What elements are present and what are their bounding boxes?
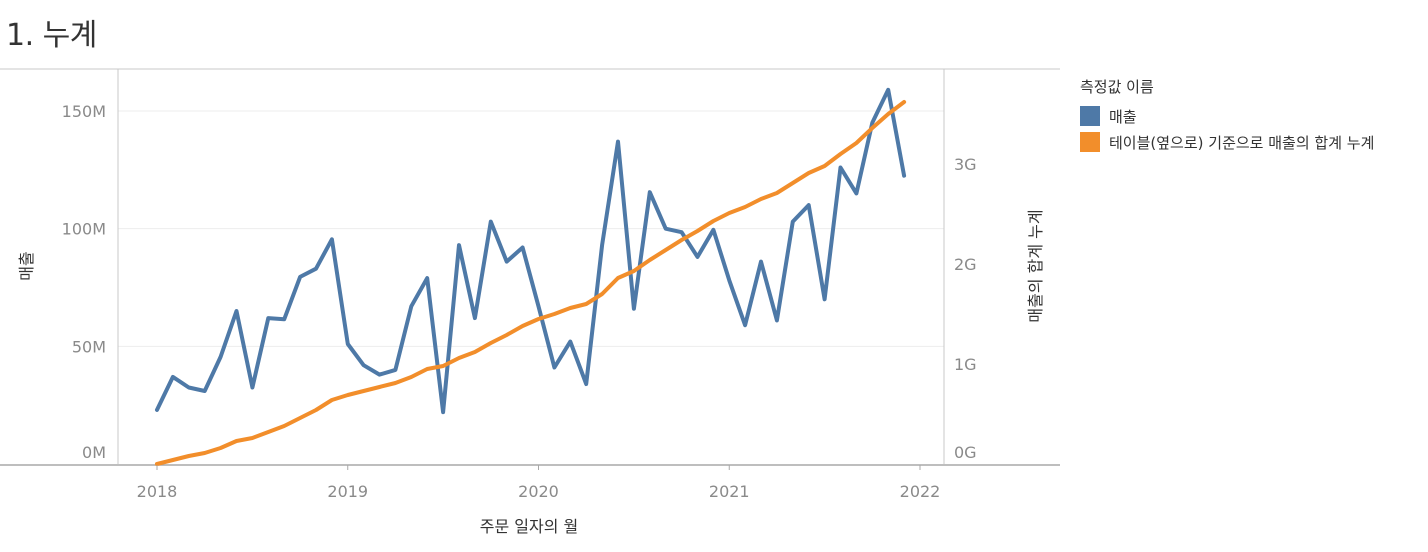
y-axis-title: 매출 bbox=[17, 251, 36, 280]
y2-tick-label: 2G bbox=[954, 255, 977, 274]
legend-item-revenue[interactable]: 매출 bbox=[1080, 103, 1374, 129]
legend-swatch-running-total bbox=[1080, 132, 1100, 152]
x-tick-label: 2018 bbox=[137, 482, 178, 501]
legend-label-revenue: 매출 bbox=[1109, 107, 1137, 126]
x-axis-title: 주문 일자의 월 bbox=[480, 517, 579, 536]
revenue-line bbox=[155, 87, 907, 415]
running-total-line bbox=[155, 100, 907, 466]
legend-title: 측정값 이름 bbox=[1080, 78, 1154, 96]
x-tick-label: 2019 bbox=[327, 482, 368, 501]
y-tick-label: 50M bbox=[72, 337, 106, 356]
page-title: 1. 누계 bbox=[6, 18, 97, 53]
x-tick-label: 2022 bbox=[900, 482, 941, 501]
y2-tick-label: 1G bbox=[954, 355, 977, 374]
y-tick-label: 0M bbox=[82, 443, 106, 462]
x-tick-label: 2020 bbox=[518, 482, 559, 501]
legend-label-running-total: 테이블(옆으로) 기준으로 매출의 합계 누계 bbox=[1109, 133, 1375, 152]
y-tick-label: 150M bbox=[62, 102, 106, 121]
y2-tick-label: 0G bbox=[954, 443, 977, 462]
y2-axis-title: 매출의 합계 누계 bbox=[1026, 209, 1045, 322]
legend: 측정값 이름 매출 테이블(옆으로) 기준으로 매출의 합계 누계 bbox=[1080, 76, 1374, 155]
legend-swatch-revenue bbox=[1080, 106, 1100, 126]
y-tick-label: 100M bbox=[62, 220, 106, 239]
y2-tick-label: 3G bbox=[954, 155, 977, 174]
legend-item-running-total[interactable]: 테이블(옆으로) 기준으로 매출의 합계 누계 bbox=[1080, 129, 1374, 155]
x-tick-label: 2021 bbox=[709, 482, 750, 501]
